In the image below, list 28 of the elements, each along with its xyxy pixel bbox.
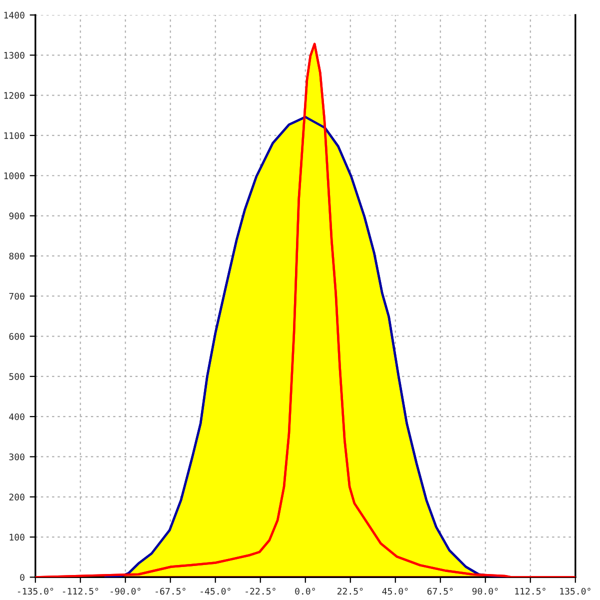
y-tick-label: 200 [9,494,24,500]
y-tick-label: 700 [9,292,24,300]
x-tick-label: -67.5° [156,588,186,595]
x-tick-label: -90.0° [110,588,140,595]
y-tick-label: 1200 [4,92,24,99]
y-tick-label: 900 [9,212,24,220]
x-tick-label: 135.0° [560,588,590,595]
y-tick-label: 300 [9,453,24,460]
x-tick-label: 45.0° [382,588,408,595]
y-tick-label: 0 [20,574,24,581]
y-tick-label: 400 [9,413,24,420]
x-tick-label: 22.5° [337,588,363,595]
x-tick-label: 90.0° [472,588,498,595]
x-tick-label: -112.5° [62,588,98,595]
y-tick-label: 1000 [4,172,24,180]
y-tick-label: 600 [9,333,24,340]
y-tick-label: 1300 [4,52,24,59]
x-tick-label: 67.5° [427,588,453,595]
y-tick-label: 500 [9,373,24,380]
y-tick-label: 1100 [4,132,24,140]
x-tick-label: -22.5° [246,588,276,595]
x-tick-label: -135.0° [18,588,54,595]
x-tick-label: -45.0° [200,588,230,595]
x-tick-label: 0.0° [295,588,315,595]
x-tick-label: 112.5° [515,588,546,595]
y-tick-label: 1400 [4,12,24,19]
y-tick-label: 800 [9,252,24,260]
y-tick-label: 100 [10,534,24,541]
